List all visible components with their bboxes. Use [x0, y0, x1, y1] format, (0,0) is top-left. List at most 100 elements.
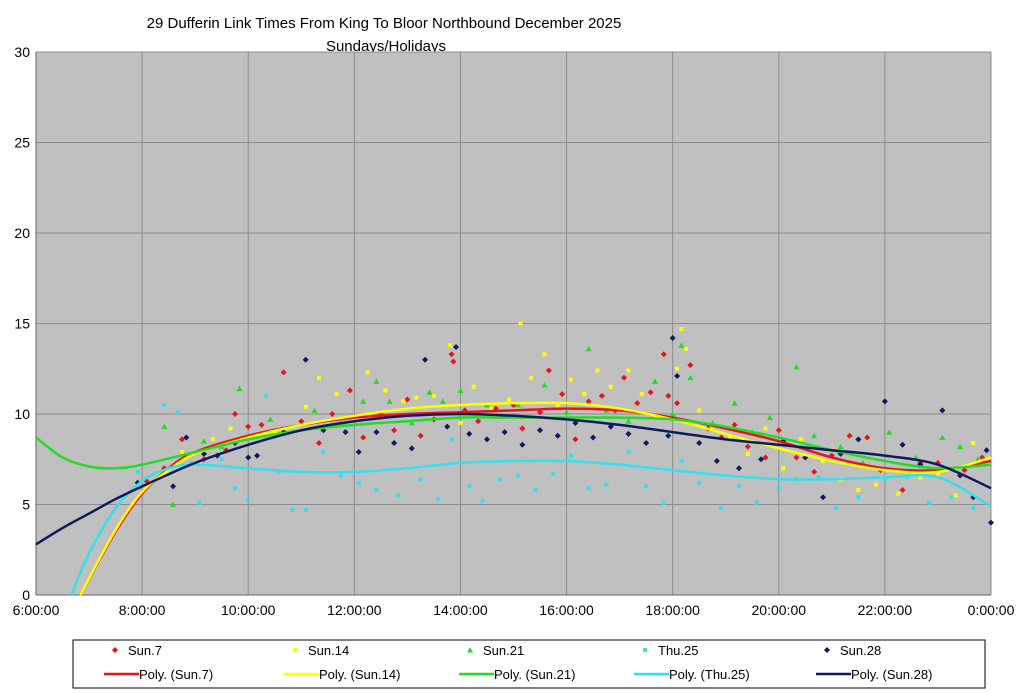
data-point — [551, 471, 556, 476]
data-point — [961, 467, 968, 474]
trendline-poly-sun-21 — [35, 416, 992, 470]
data-point — [736, 484, 741, 489]
y-axis-ticks: 0 5 10 15 20 25 30 — [14, 44, 30, 603]
data-point — [904, 475, 909, 480]
data-point — [267, 416, 274, 422]
data-point — [246, 497, 251, 502]
data-point — [373, 378, 380, 384]
data-point — [426, 389, 433, 395]
data-point — [374, 488, 379, 493]
data-point — [170, 501, 177, 507]
data-point — [373, 429, 380, 436]
data-point — [563, 409, 570, 415]
data-point — [541, 382, 548, 388]
legend-label: Sun.14 — [308, 643, 349, 658]
data-point — [816, 475, 821, 480]
data-point — [329, 411, 336, 417]
data-point — [679, 326, 684, 331]
y-tick-label: 30 — [14, 44, 30, 60]
legend: Sun.7 Sun.14 Sun.21 Thu.25 Sun.28 Poly. (Sun.… — [72, 639, 986, 689]
data-point — [939, 434, 946, 441]
data-point — [660, 351, 667, 358]
chart-title: 29 Dufferin Link Times From King To Bloo… — [147, 15, 622, 32]
x-axis-ticks: 6:00:00 8:00:00 10:00:00 12:00:00 14:00:00 16… — [13, 602, 1015, 618]
data-point — [776, 486, 781, 491]
x-tick-label: 12:00:00 — [327, 602, 382, 618]
data-point — [675, 366, 680, 371]
data-point — [444, 423, 451, 430]
data-point — [644, 484, 649, 489]
data-point — [396, 493, 401, 498]
data-point — [608, 384, 613, 389]
data-point — [555, 402, 560, 407]
data-point — [489, 406, 494, 411]
data-point — [651, 378, 658, 384]
data-point — [210, 437, 215, 442]
data-point — [161, 423, 168, 430]
data-point — [674, 400, 681, 407]
data-point — [467, 484, 472, 489]
data-point — [483, 436, 490, 443]
data-point — [391, 439, 398, 446]
data-point — [856, 495, 861, 500]
data-point — [400, 399, 405, 404]
data-point — [245, 454, 252, 461]
data-point — [957, 443, 964, 450]
data-point — [634, 400, 641, 407]
data-point — [679, 459, 684, 464]
data-point — [728, 435, 733, 440]
data-point — [647, 389, 654, 396]
data-point — [188, 460, 193, 465]
data-point — [290, 507, 295, 512]
data-point — [391, 427, 398, 434]
data-point — [683, 346, 688, 351]
data-point — [896, 491, 901, 496]
data-point — [763, 426, 768, 431]
data-point — [448, 351, 455, 358]
data-point — [762, 454, 769, 461]
legend-label: Sun.7 — [128, 643, 162, 658]
data-point — [766, 414, 773, 421]
data-point — [983, 447, 990, 454]
data-point — [365, 370, 370, 375]
x-tick-label: 18:00:00 — [645, 602, 700, 618]
data-point — [533, 488, 538, 493]
data-point — [417, 432, 424, 439]
x-tick-label: 22:00:00 — [858, 602, 913, 618]
data-point — [457, 387, 464, 393]
data-point — [231, 411, 238, 417]
data-point — [162, 402, 167, 407]
data-point — [625, 430, 632, 437]
data-point — [745, 451, 750, 456]
data-point — [882, 477, 887, 482]
x-tick-label: 0:00:00 — [968, 602, 1015, 618]
data-point — [735, 465, 742, 472]
data-point — [450, 358, 457, 365]
data-point — [449, 437, 454, 442]
data-point — [518, 321, 523, 326]
data-point — [529, 375, 534, 380]
data-point — [971, 506, 976, 511]
data-point — [542, 352, 547, 357]
data-point — [585, 345, 592, 352]
data-point — [519, 441, 526, 448]
data-point — [272, 430, 277, 435]
data-point — [258, 421, 265, 428]
data-point — [315, 439, 322, 446]
chart-subtitle: Sundays/Holidays — [326, 38, 446, 55]
data-point — [939, 407, 946, 414]
data-point — [834, 506, 839, 511]
data-point — [404, 396, 411, 403]
data-point — [302, 356, 309, 363]
trendline-poly-sun-14 — [79, 401, 992, 596]
y-tick-label: 20 — [14, 225, 30, 241]
data-point — [228, 426, 233, 431]
data-point — [386, 398, 393, 404]
data-point — [585, 398, 592, 405]
data-point — [346, 387, 353, 394]
x-tick-label: 20:00:00 — [752, 602, 807, 618]
data-point — [697, 408, 702, 413]
data-point — [775, 427, 782, 434]
data-point — [418, 477, 423, 482]
data-point — [342, 429, 349, 436]
